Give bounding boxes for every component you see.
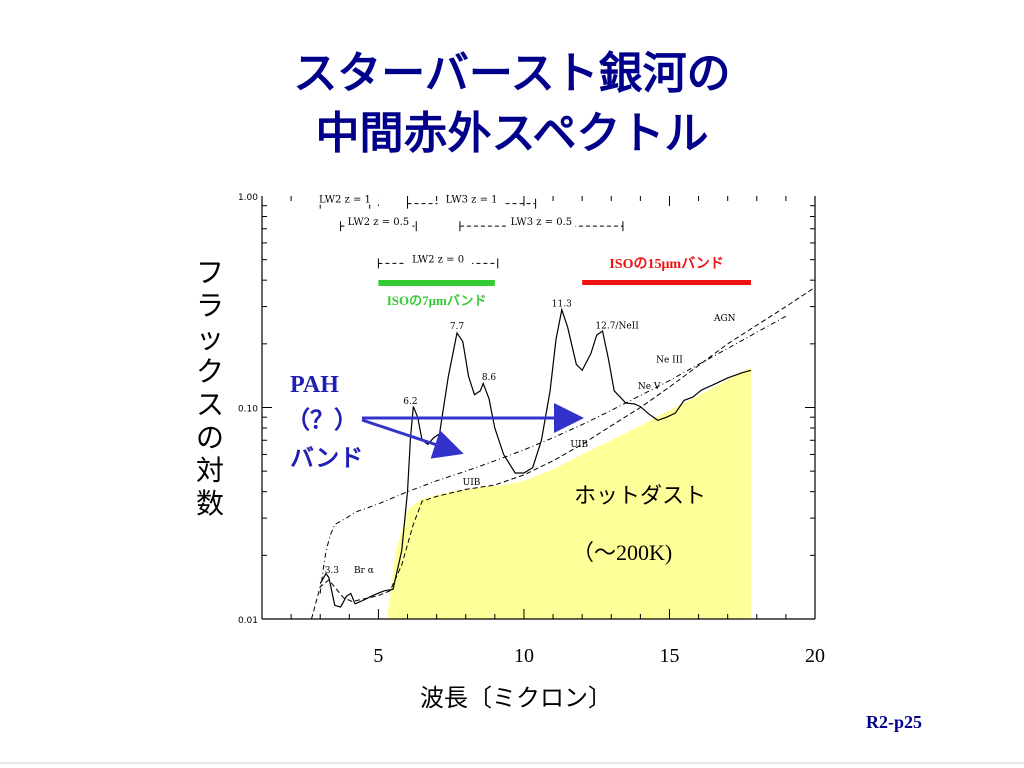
iso-15um-band-label: ISOの15μmバンド [609,256,723,272]
filter-band-label: LW3 z = 0.5 [511,217,573,228]
footer-divider [0,762,1024,764]
slide-title-line1: スターバースト銀河の [293,48,731,99]
filter-band-label: LW3 z = 1 [446,195,498,206]
y-axis-label-char: 対 [195,454,224,487]
spectral-feature-label: 3.3 [325,566,340,576]
filter-band-label-bg [404,253,473,265]
y-axis-label-char: フ [195,256,224,289]
iso-15um-label-bg [570,250,763,274]
pah-question-label: （？） [286,406,358,434]
spectral-feature-label: Ne III [656,356,683,366]
hot-dust-temperature-label: （〜200K) [572,540,672,565]
filter-band-label-bg [437,193,506,205]
filter-band-label: LW2 z = 0 [412,254,464,265]
y-axis-label-char: ラ [195,289,224,322]
spectrum-series-solid [319,307,752,608]
x-tick-label: 20 [805,645,825,667]
slide-title-line2: 中間赤外スペクトル [315,108,709,159]
spectral-feature-label: 6.2 [403,397,417,407]
page-number: R2-p25 [866,712,923,732]
hot-dust-label: ホットダスト [574,484,706,509]
y-tick-label: 1.00 [238,193,258,203]
pah-arrow-down [361,418,464,459]
y-tick-label: 0.01 [238,616,258,626]
y-axis-label-char: 数 [195,487,224,520]
y-axis-label-char: の [195,421,224,454]
spectral-feature-label: Br α [354,566,374,576]
filter-band-label: LW2 z = 0.5 [348,217,410,228]
x-axis-label: 波長〔ミクロン〕 [420,684,612,712]
spectral-feature-label: AGN [713,314,736,324]
spectral-feature-label: UIB [570,440,588,450]
y-axis-label-char: ス [195,388,224,421]
spectrum-series-dashed [311,286,816,620]
x-tick-label: 15 [659,645,679,667]
filter-band-label: LW2 z = 1 [319,195,371,206]
y-axis-label: フラックスの対数 [190,256,230,520]
iso-7um-band-label: ISOの7μmバンド [387,293,487,308]
spectral-feature-label: 7.7 [450,322,465,332]
y-tick-label: 0.10 [238,405,258,415]
x-tick-label: 5 [373,645,383,667]
filter-band-label-bg [507,216,576,228]
spectral-feature-label: 11.3 [552,300,572,310]
spectral-feature-label: Ne V [638,382,661,392]
filter-band-label-bg [310,193,379,205]
pah-band-label: バンド [290,444,363,472]
iso-7um-band-bar [378,280,495,286]
y-axis-label-char: ッ [195,322,224,355]
spectrum-series-dash-dot [319,315,787,594]
y-axis-label-char: ク [195,355,224,388]
pah-label: PAH [290,372,339,398]
spectral-feature-label: 12.7/NeII [595,322,639,332]
filter-band-label-bg [344,216,413,228]
iso-15um-band-bar [582,280,751,285]
hot-dust-region [387,367,751,619]
spectral-feature-label: 8.6 [482,373,497,383]
spectral-feature-label: UIB [463,478,481,488]
x-tick-label: 10 [514,645,534,667]
